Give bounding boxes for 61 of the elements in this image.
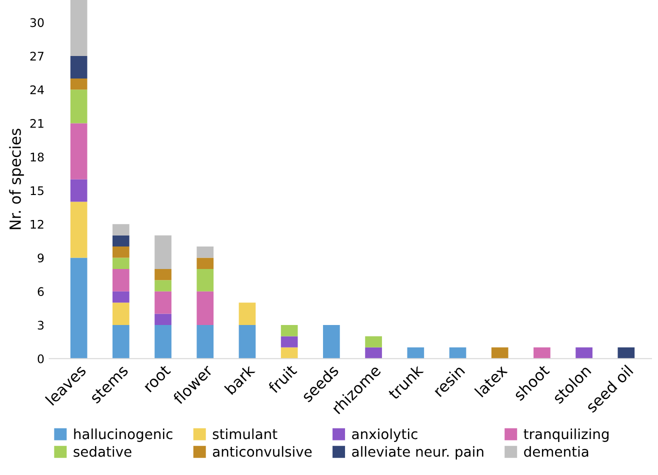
bar xyxy=(112,268,130,292)
bar xyxy=(365,347,382,359)
y-tick-label: 30 xyxy=(30,18,44,28)
bar xyxy=(112,258,130,269)
bar xyxy=(154,314,172,326)
bar xyxy=(112,291,130,303)
bar xyxy=(112,224,130,236)
bar xyxy=(618,347,635,359)
bar xyxy=(196,268,214,292)
bar xyxy=(112,302,130,326)
bar xyxy=(323,325,340,359)
bar xyxy=(70,78,88,90)
bar xyxy=(576,347,592,359)
bar xyxy=(491,347,508,359)
bar xyxy=(407,347,424,359)
y-tick-label: 27 xyxy=(30,52,44,61)
legend-label: sedative xyxy=(74,446,132,457)
bar xyxy=(280,336,298,348)
bar xyxy=(154,235,172,269)
bar xyxy=(154,291,172,314)
bar xyxy=(70,90,88,124)
legend-label: dementia xyxy=(524,446,588,457)
bar xyxy=(196,291,214,326)
bar xyxy=(280,325,298,336)
bar xyxy=(365,336,382,348)
y-tick-label: 24 xyxy=(30,85,44,94)
y-tick-label: 15 xyxy=(30,186,44,196)
bar xyxy=(196,258,214,269)
bar xyxy=(70,56,88,78)
y-tick-label: 3 xyxy=(38,320,44,330)
y-tick-label: 21 xyxy=(30,119,44,128)
bar xyxy=(112,235,130,247)
legend-label: alleviate neur. pain xyxy=(352,446,484,460)
bar xyxy=(280,347,298,359)
bar xyxy=(154,280,172,292)
y-tick-label: 12 xyxy=(30,220,44,229)
y-tick-label: 18 xyxy=(30,152,44,162)
bar xyxy=(196,246,214,258)
bar xyxy=(70,258,88,359)
legend-label: anxiolytic xyxy=(352,428,418,442)
y-tick-label: 0 xyxy=(38,354,44,364)
legend-label: hallucinogenic xyxy=(74,428,172,442)
bar xyxy=(112,246,130,258)
bar xyxy=(70,0,88,56)
legend-label: stimulant xyxy=(212,428,278,440)
y-tick-label: 6 xyxy=(38,287,44,296)
bar xyxy=(112,325,130,359)
bar xyxy=(196,325,214,359)
bar xyxy=(70,123,88,180)
legend-label: tranquilizing xyxy=(524,428,609,442)
bar xyxy=(154,268,172,280)
legend-label: anticonvulsive xyxy=(212,446,312,457)
bar xyxy=(70,179,88,202)
y-tick-label: 9 xyxy=(38,253,44,262)
y-axis-title: Nr. of species xyxy=(9,128,24,230)
bar xyxy=(154,325,172,359)
bar xyxy=(238,302,256,326)
bar xyxy=(238,325,256,359)
bar xyxy=(70,202,88,258)
bar xyxy=(449,347,466,359)
bar xyxy=(534,347,550,359)
